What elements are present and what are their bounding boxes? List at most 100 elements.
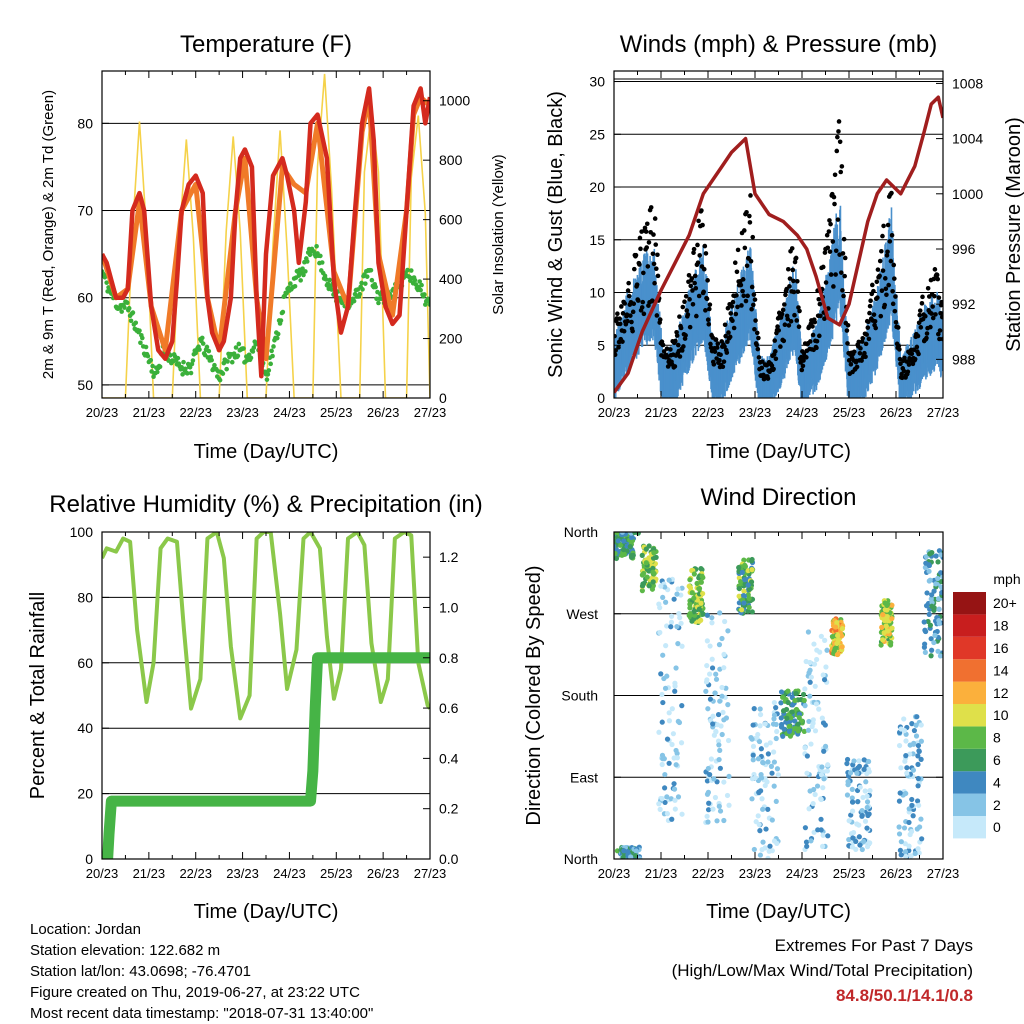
direction-point [820, 785, 826, 791]
direction-point [853, 838, 859, 845]
series-gust-point [831, 284, 836, 289]
x-tick-label-winds: 26/23 [880, 405, 913, 420]
direction-point [771, 749, 777, 755]
series-gust-point [638, 246, 643, 252]
direction-point [787, 733, 794, 739]
x-tick-label-rh: 26/23 [367, 866, 400, 881]
series-gust-point [675, 342, 681, 348]
direction-point [696, 585, 703, 592]
direction-point [812, 728, 819, 734]
direction-point [644, 574, 650, 580]
direction-point [759, 796, 765, 802]
series-gust-point [728, 311, 734, 316]
series-gust-point [686, 272, 692, 278]
direction-point [819, 843, 826, 849]
series-gust-point [738, 282, 744, 288]
series-gust-point [832, 201, 837, 207]
series-gust-point [616, 345, 621, 350]
direction-point [774, 766, 781, 772]
series-gust-point [883, 286, 889, 292]
direction-point [769, 848, 775, 854]
direction-point [812, 683, 818, 689]
direction-point [835, 632, 841, 639]
direction-point [767, 740, 773, 746]
series-gust-point [654, 266, 659, 272]
direction-point [914, 798, 921, 804]
series-gust-point [939, 299, 943, 305]
direction-point [707, 671, 713, 677]
direction-point [832, 624, 839, 630]
direction-point [844, 756, 851, 763]
series-dewpoint-point [225, 359, 230, 364]
direction-point [780, 708, 787, 714]
direction-point [793, 690, 799, 697]
series-gust-point [650, 298, 655, 303]
direction-point [750, 757, 756, 763]
direction-point [716, 742, 722, 748]
direction-point [938, 578, 943, 585]
direction-point [664, 794, 670, 800]
series-dewpoint-point [318, 253, 323, 259]
series-gust-point [798, 354, 804, 360]
recent-timestamp: Most recent data timestamp: "2018-07-31 … [30, 1005, 374, 1022]
series-gust-point [875, 295, 880, 300]
direction-point [808, 674, 814, 680]
direction-point [741, 557, 747, 563]
direction-point [819, 715, 825, 721]
series-gust-point [715, 341, 721, 346]
series-gust-point [860, 335, 866, 341]
direction-point [902, 849, 909, 855]
series-gust-point [882, 302, 888, 308]
y2-tick-label-temperature: 600 [439, 212, 463, 228]
direction-point [659, 719, 665, 725]
series-gust-point [771, 366, 776, 372]
series-gust-point [834, 148, 840, 154]
direction-point [904, 765, 910, 771]
direction-point [674, 755, 680, 761]
direction-point [709, 615, 715, 621]
x-tick-label-winds: 22/23 [692, 405, 725, 420]
series-gust-point [893, 319, 899, 325]
series-gust-point [784, 286, 789, 292]
series-gust-point [730, 318, 735, 324]
direction-point [931, 588, 937, 594]
direction-point [884, 607, 890, 613]
direction-point [810, 801, 816, 807]
y-tick-label-winds: 10 [589, 285, 605, 301]
y2-tick-label-rh: 1.0 [439, 599, 459, 615]
direction-point [863, 779, 869, 785]
series-gust-point [639, 305, 645, 310]
series-gust-point [915, 333, 921, 339]
x-tick-label-temperature: 20/23 [86, 405, 119, 420]
series-gust-point [741, 228, 747, 233]
series-dewpoint-point [138, 340, 143, 346]
extremes-title: Extremes For Past 7 Days [774, 936, 973, 955]
direction-point [716, 642, 723, 648]
series-gust-point [840, 251, 846, 256]
x-tick-label-direction: 25/23 [833, 866, 866, 881]
direction-point [800, 691, 807, 698]
series-dewpoint-point [157, 364, 163, 370]
series-gust-point [683, 293, 689, 299]
series-dewpoint-point [212, 362, 217, 368]
direction-point [885, 628, 891, 634]
direction-point [750, 722, 756, 728]
direction-point [666, 710, 672, 716]
series-gust-point [934, 272, 940, 278]
series-gust-point [773, 356, 779, 362]
series-dewpoint-point [204, 344, 210, 350]
direction-point [935, 575, 941, 582]
direction-point [664, 673, 670, 679]
series-dewpoint-point [264, 377, 270, 382]
series-dewpoint-point [104, 280, 109, 285]
direction-point [926, 568, 932, 574]
series-gust-point [848, 362, 854, 367]
direction-point [821, 677, 828, 683]
series-gust-point [755, 346, 761, 352]
series-gust-point [931, 276, 937, 282]
direction-point [646, 543, 652, 549]
direction-point [935, 559, 941, 565]
series-gust-point [787, 284, 792, 289]
series-dewpoint-point [303, 269, 308, 274]
series-gust-point [620, 339, 625, 344]
